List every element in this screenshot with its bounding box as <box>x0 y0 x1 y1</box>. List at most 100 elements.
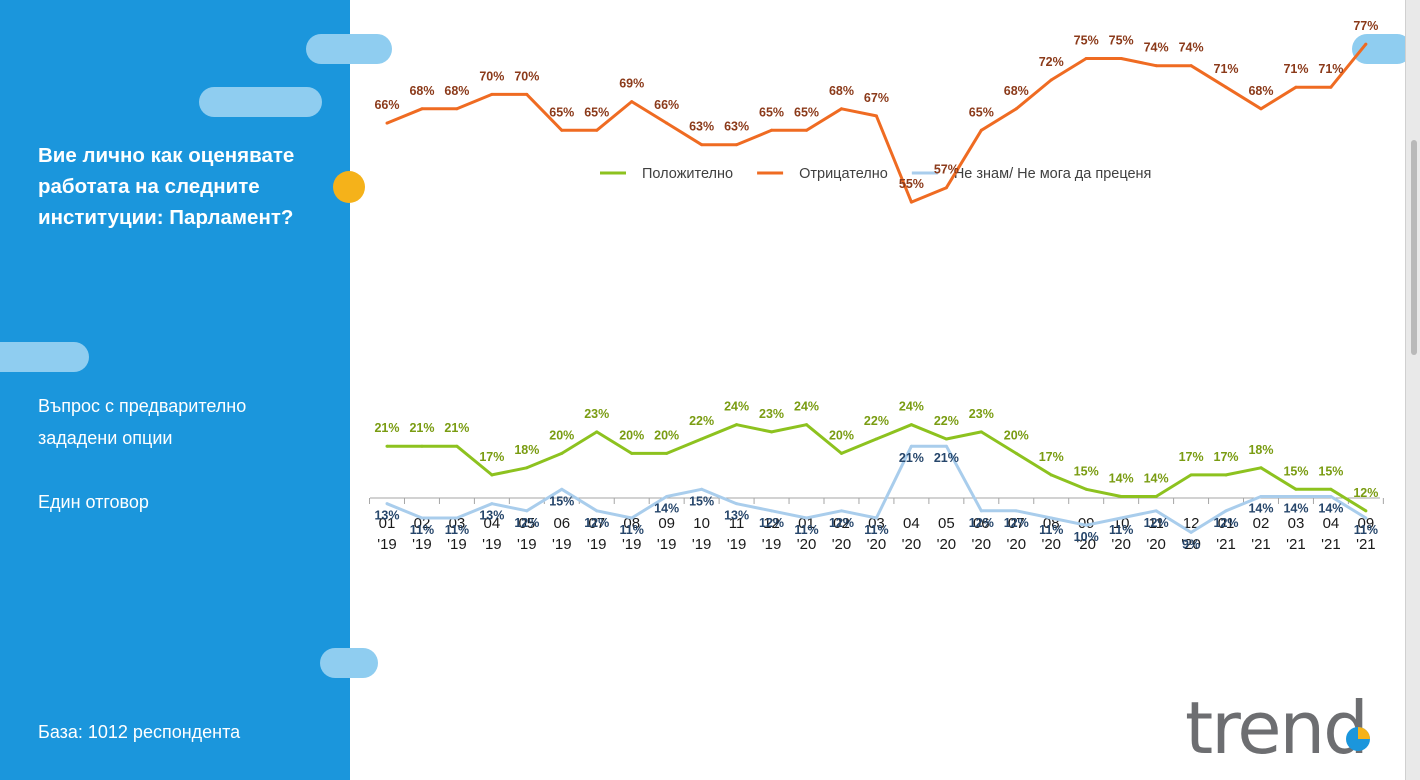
data-point <box>735 423 739 427</box>
data-point <box>420 516 424 520</box>
x-tick-label-month: 10 <box>693 515 710 532</box>
question-type-note: Въпрос с предварително зададени опции <box>38 396 247 448</box>
data-point <box>665 121 669 125</box>
data-point <box>1364 516 1368 520</box>
x-tick-label-month: 01 <box>379 515 396 532</box>
data-point <box>979 430 983 434</box>
data-point <box>525 92 529 96</box>
data-label: 14% <box>1144 471 1169 485</box>
data-label: 17% <box>479 450 504 464</box>
data-label: 75% <box>1074 34 1099 48</box>
data-label: 12% <box>1144 516 1169 530</box>
data-point <box>1189 530 1193 534</box>
data-label: 75% <box>1109 34 1134 48</box>
data-label: 11% <box>1354 523 1378 537</box>
x-tick-label-year: '20 <box>797 536 817 553</box>
data-point <box>1049 78 1053 82</box>
x-tick-label-month: 11 <box>1148 515 1164 532</box>
data-label: 70% <box>479 69 504 83</box>
x-tick-label-year: '19 <box>622 536 642 553</box>
data-point <box>909 444 913 448</box>
data-label: 15% <box>689 494 714 508</box>
data-label: 12% <box>759 516 784 530</box>
data-label: 11% <box>864 523 888 537</box>
page-edge-divider <box>1405 0 1406 780</box>
data-point <box>525 509 529 513</box>
x-tick-label-month: 08 <box>623 515 640 532</box>
data-point <box>1224 473 1228 477</box>
scrollbar-thumb[interactable] <box>1411 140 1417 355</box>
sidebar-panel: Вие лично как оценявате работата на след… <box>0 0 350 780</box>
data-label: 12% <box>584 516 609 530</box>
x-tick-label-year: '20 <box>1146 536 1166 553</box>
x-tick-label-year: '20 <box>1076 536 1096 553</box>
data-label: 14% <box>654 501 679 515</box>
data-point <box>1049 473 1053 477</box>
x-tick-label-month: 06 <box>973 515 990 532</box>
data-point <box>1364 509 1368 513</box>
data-point <box>805 128 809 132</box>
data-label: 21% <box>899 451 924 465</box>
x-tick-label-year: '21 <box>1216 536 1236 553</box>
data-point <box>1154 494 1158 498</box>
data-point <box>1224 509 1228 513</box>
data-label: 12% <box>829 516 854 530</box>
data-label: 24% <box>724 400 749 414</box>
data-label: 11% <box>445 523 469 537</box>
data-point <box>1259 466 1263 470</box>
data-label: 23% <box>969 407 994 421</box>
data-label: 22% <box>864 414 889 428</box>
data-point <box>1189 473 1193 477</box>
x-tick-label-year: '19 <box>447 536 467 553</box>
data-point <box>839 451 843 455</box>
scrollbar-track[interactable] <box>1406 0 1420 780</box>
data-label: 17% <box>1214 450 1239 464</box>
x-tick-label-month: 02 <box>833 515 850 532</box>
data-label: 66% <box>654 98 679 112</box>
data-label: 69% <box>619 77 644 91</box>
data-point <box>525 466 529 470</box>
data-point <box>874 114 878 118</box>
data-point <box>455 444 459 448</box>
data-label: 20% <box>619 428 644 442</box>
data-point <box>490 92 494 96</box>
data-point <box>770 430 774 434</box>
data-label: 23% <box>759 407 784 421</box>
legend-label-0: Положително <box>642 166 733 182</box>
decorative-dot <box>333 171 365 203</box>
data-point <box>560 451 564 455</box>
x-tick-label-month: 05 <box>518 515 535 532</box>
data-point <box>1014 509 1018 513</box>
data-point <box>420 444 424 448</box>
data-point <box>1014 451 1018 455</box>
data-point <box>1049 516 1053 520</box>
data-label: 68% <box>829 84 854 98</box>
data-label: 12% <box>969 516 994 530</box>
data-point <box>595 128 599 132</box>
data-label: 11% <box>1039 523 1063 537</box>
data-point <box>1084 523 1088 527</box>
data-point <box>1119 516 1123 520</box>
x-tick-label-month: 05 <box>938 515 955 532</box>
trend-logo: trend <box>1185 688 1380 770</box>
data-point <box>1294 487 1298 491</box>
data-point <box>385 121 389 125</box>
legend-label-2: Не знам/ Не мога да преценя <box>954 166 1152 182</box>
data-label: 65% <box>584 105 609 119</box>
x-tick-label-year: '20 <box>1006 536 1026 553</box>
x-tick-label-year: '19 <box>552 536 572 553</box>
data-point <box>944 437 948 441</box>
data-label: 15% <box>1318 464 1343 478</box>
data-label: 11% <box>410 523 434 537</box>
data-label: 68% <box>444 84 469 98</box>
data-label: 10% <box>1074 530 1099 544</box>
x-tick-label-year: '20 <box>867 536 887 553</box>
data-point <box>1259 494 1263 498</box>
x-tick-label-month: 12 <box>1183 515 1200 532</box>
data-point <box>1189 64 1193 68</box>
data-point <box>805 516 809 520</box>
x-tick-label-year: '19 <box>657 536 677 553</box>
data-point <box>1154 509 1158 513</box>
data-label: 71% <box>1214 62 1239 76</box>
data-label: 23% <box>584 407 609 421</box>
